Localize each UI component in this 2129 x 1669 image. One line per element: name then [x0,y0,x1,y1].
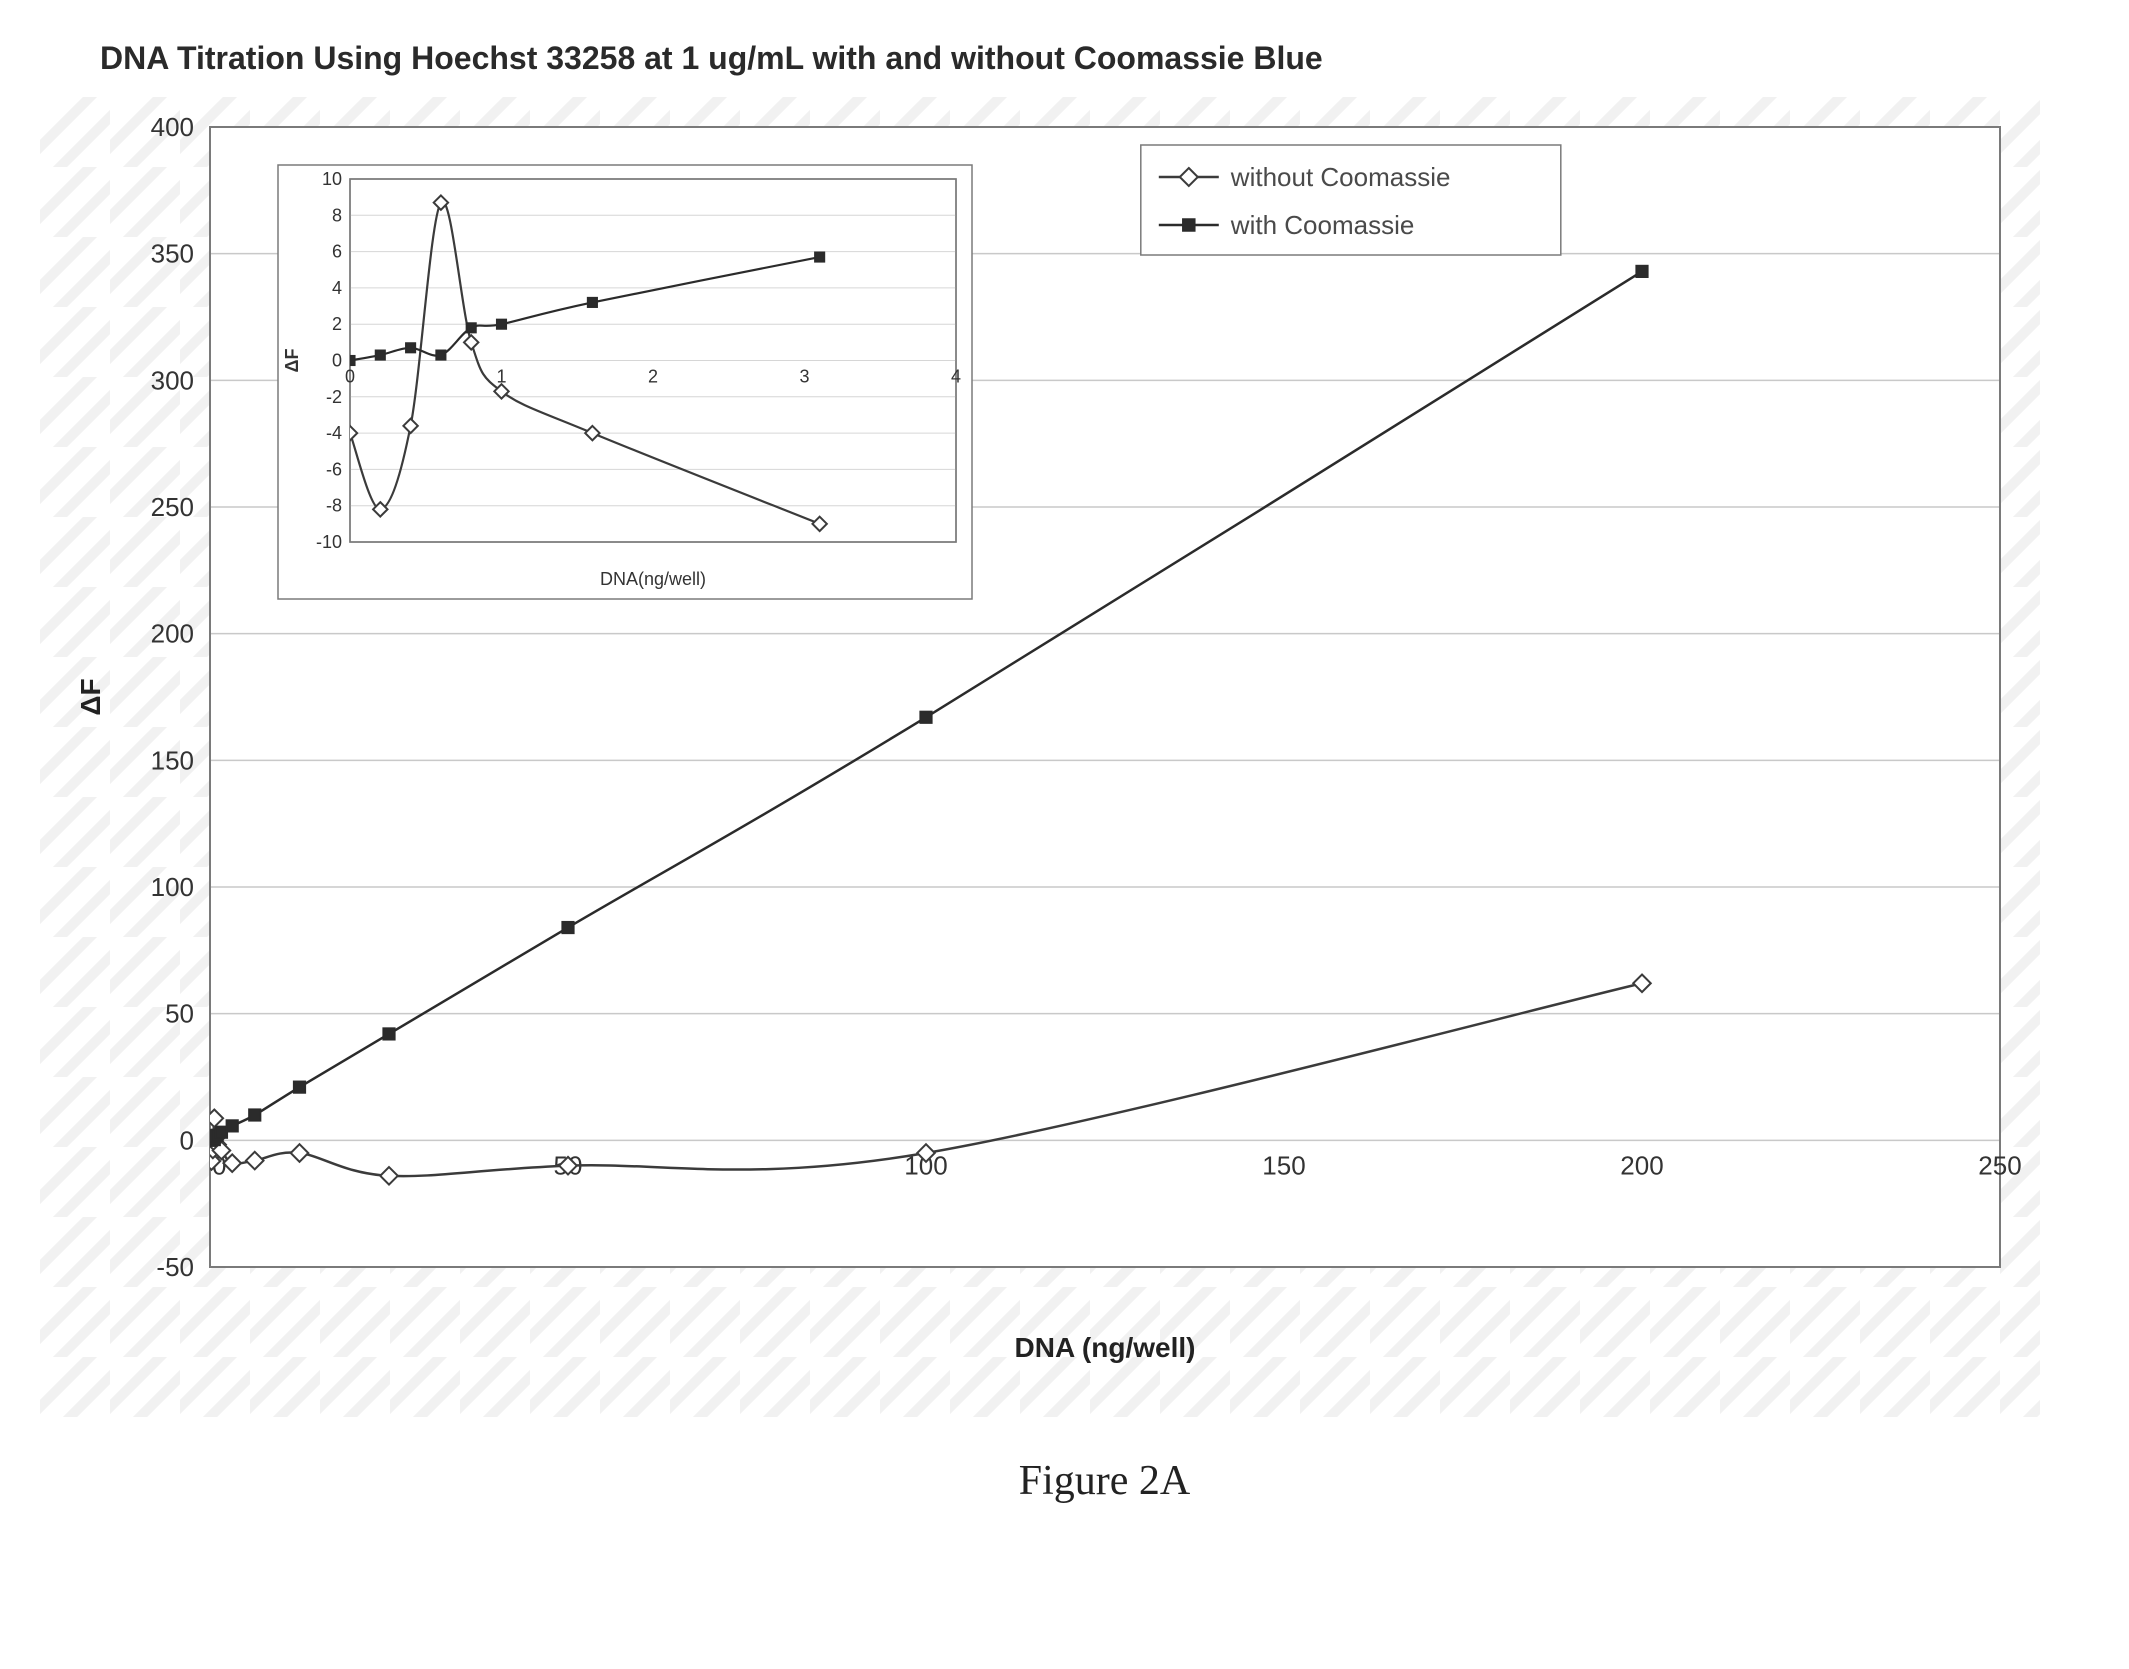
svg-text:150: 150 [151,745,194,775]
svg-text:-50: -50 [156,1252,194,1282]
svg-text:-2: -2 [326,387,342,407]
svg-text:250: 250 [151,492,194,522]
svg-text:200: 200 [1620,1150,1663,1180]
figure-caption: Figure 2A [40,1457,2129,1505]
svg-text:400: 400 [151,112,194,142]
svg-text:without Coomassie: without Coomassie [1230,162,1451,192]
svg-text:150: 150 [1262,1150,1305,1180]
svg-text:4: 4 [951,367,961,387]
svg-text:50: 50 [165,999,194,1029]
svg-text:DNA (ng/well): DNA (ng/well) [1015,1332,1196,1363]
svg-text:350: 350 [151,239,194,269]
svg-text:4: 4 [332,278,342,298]
svg-text:2: 2 [332,314,342,334]
svg-text:3: 3 [799,367,809,387]
svg-text:0: 0 [345,367,355,387]
svg-text:-8: -8 [326,496,342,516]
svg-text:10: 10 [322,169,342,189]
svg-text:6: 6 [332,242,342,262]
chart-svg: -500501001502002503003504000501001502002… [40,97,2040,1417]
svg-text:200: 200 [151,619,194,649]
chart-area: -500501001502002503003504000501001502002… [40,97,2040,1417]
svg-text:2: 2 [648,367,658,387]
chart-title: DNA Titration Using Hoechst 33258 at 1 u… [100,40,2129,77]
svg-text:0: 0 [332,351,342,371]
svg-text:8: 8 [332,205,342,225]
svg-text:-6: -6 [326,459,342,479]
svg-text:with Coomassie: with Coomassie [1230,210,1415,240]
svg-text:300: 300 [151,365,194,395]
svg-text:-10: -10 [316,532,342,552]
svg-text:-4: -4 [326,423,342,443]
svg-text:250: 250 [1978,1150,2021,1180]
svg-text:DNA(ng/well): DNA(ng/well) [600,569,706,589]
svg-text:0: 0 [180,1125,194,1155]
svg-text:ΔF: ΔF [75,678,106,715]
svg-text:100: 100 [151,872,194,902]
svg-text:ΔF: ΔF [282,349,302,373]
